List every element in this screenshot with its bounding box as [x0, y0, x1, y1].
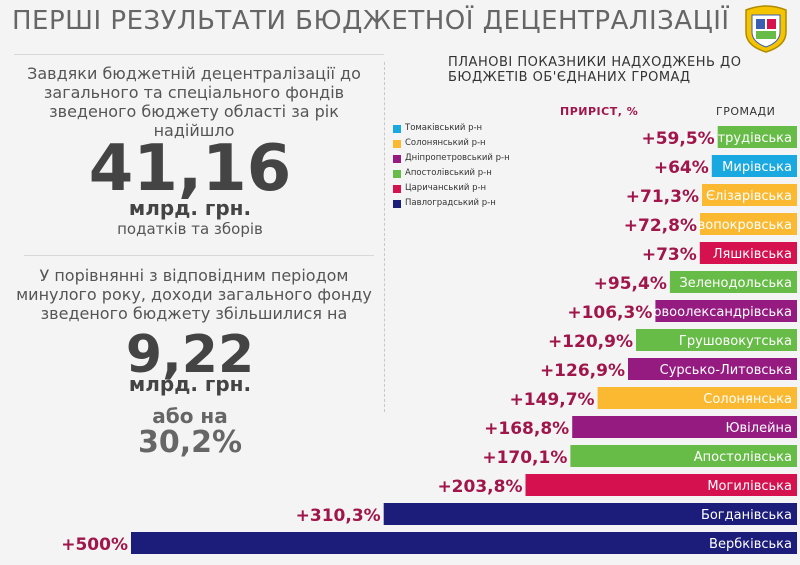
legend-item: Дніпропетровський р-н: [393, 151, 510, 166]
bar-12: [570, 445, 797, 467]
bar-value-label: +95,4%: [594, 274, 667, 294]
bar-category-label: Єлізарівська: [706, 189, 792, 204]
legend-item: Павлоградський р-н: [393, 196, 510, 211]
second-unit: млрд. грн.: [128, 372, 252, 396]
bar-category-label: Грушовокутська: [679, 334, 792, 349]
legend: Томаківський р-н Солонянський р-н Дніпро…: [393, 121, 510, 211]
bar-category-label: Солонянська: [703, 392, 792, 407]
bar-1: [717, 126, 797, 148]
bar-value-label: +71,3%: [626, 187, 699, 207]
bar-value-label: +170,1%: [482, 448, 567, 468]
bar-value-label: +73%: [642, 245, 697, 265]
chart-title: ПЛАНОВІ ПОКАЗНИКИ НАДХОДЖЕНЬ ДО БЮДЖЕТІВ…: [448, 55, 742, 85]
legend-item: Томаківський р-н: [393, 121, 510, 136]
bar-11: [572, 416, 797, 438]
hromady-column-header: ГРОМАДИ: [716, 105, 776, 118]
bar-value-label: +203,8%: [437, 477, 522, 497]
legend-swatch: [393, 154, 401, 163]
legend-swatch: [393, 199, 401, 208]
vertical-divider: [384, 62, 385, 412]
page-title: ПЕРШІ РЕЗУЛЬТАТИ БЮДЖЕТНОЇ ДЕЦЕНТРАЛІЗАЦ…: [12, 6, 730, 36]
or-on-label: або на: [152, 404, 228, 428]
section-divider: [24, 255, 374, 256]
bar-value-label: +149,7%: [510, 390, 595, 410]
second-value: 9,22: [125, 325, 255, 385]
bar-value-label: +126,9%: [540, 361, 625, 381]
bar-2: [711, 155, 797, 177]
bar-category-label: Ляшківська: [713, 247, 792, 262]
legend-swatch: [393, 169, 401, 178]
bar-category-label: Мирівська: [722, 160, 792, 175]
bar-category-label: Сурсько-Литовська: [660, 363, 792, 378]
bar-category-label: Могилівська: [707, 479, 792, 494]
bar-8: [636, 329, 797, 351]
bar-13: [525, 474, 797, 496]
bar-15: [131, 532, 797, 554]
bar-9: [628, 358, 797, 380]
bar-category-label: Зеленодольська: [679, 276, 792, 291]
bar-category-label: Новоолександрівська: [644, 305, 792, 320]
bar-4: [700, 213, 797, 235]
bar-category-label: Богданівська: [701, 508, 792, 523]
bar-14: [383, 503, 797, 525]
bar-7: [655, 300, 797, 322]
bar-10: [597, 387, 797, 409]
bar-value-label: +59,5%: [641, 129, 714, 149]
legend-item: Апостолівський р-н: [393, 166, 510, 181]
bar-value-label: +168,8%: [484, 419, 569, 439]
bar-6: [669, 271, 797, 293]
legend-swatch: [393, 184, 401, 193]
bar-value-label: +106,3%: [567, 303, 652, 323]
bar-value-label: +72,8%: [624, 216, 697, 236]
bar-category-label: Вербківська: [709, 537, 792, 552]
main-unit: млрд. грн.: [128, 196, 252, 220]
bar-3: [702, 184, 797, 206]
oblast-coat-of-arms-icon: [745, 5, 787, 53]
bar-category-label: Апостолівська: [694, 450, 792, 465]
legend-swatch: [393, 124, 401, 133]
legend-swatch: [393, 139, 401, 148]
legend-item: Царичанський р-н: [393, 181, 510, 196]
legend-item: Солонянський р-н: [393, 136, 510, 151]
bar-category-label: Нивотрудівська: [684, 131, 792, 146]
compare-text: У порівнянні з відповідним періодом мину…: [16, 266, 372, 323]
bar-value-label: +310,3%: [296, 506, 381, 526]
header-divider: [14, 54, 384, 55]
bar-value-label: +64%: [654, 158, 709, 178]
bar-value-label: +500%: [61, 535, 128, 555]
bar-category-label: Ювілейна: [725, 421, 792, 436]
main-value: 41,16: [88, 132, 292, 206]
lead-text: Завдяки бюджетній децентралізації до заг…: [27, 64, 361, 140]
growth-column-header: ПРИРІСТ, %: [560, 105, 639, 118]
main-sub: податків та зборів: [117, 220, 263, 238]
bar-5: [699, 242, 797, 264]
bar-category-label: Новопокровська: [680, 218, 792, 233]
bar-value-label: +120,9%: [548, 332, 633, 352]
growth-percent: 30,2%: [137, 425, 243, 460]
